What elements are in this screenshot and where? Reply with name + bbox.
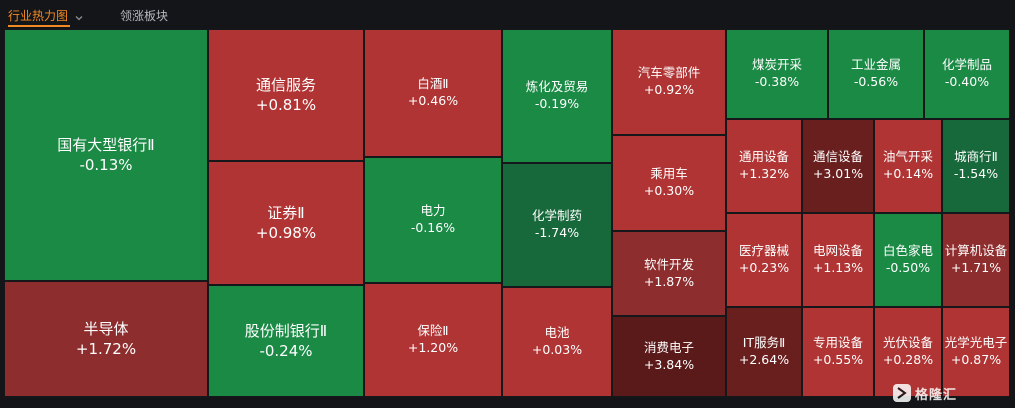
tile-name-label: 通信服务: [255, 75, 316, 94]
watermark: 格隆汇: [893, 382, 1003, 404]
tile-change-label: +0.30%: [643, 183, 695, 198]
tile-name-label: 专用设备: [812, 335, 863, 351]
tile-change-label: +1.20%: [407, 340, 459, 355]
tile-name-label: 乘用车: [650, 166, 688, 182]
tile-name-label: 化学制药: [531, 208, 582, 224]
tile-name-label: 软件开发: [643, 256, 694, 272]
top-bar: 行业热力图 领涨板块: [0, 0, 1015, 28]
chevron-down-icon[interactable]: [74, 8, 84, 21]
tile-change-label: +0.03%: [531, 342, 583, 357]
industry-treemap: 国有大型银行Ⅱ -0.13% 半导体 +1.72% 通信服务 +0.81% 证券Ⅱ +0.98…: [0, 29, 1015, 401]
treemap-tile[interactable]: 光伏设备 +0.28%: [874, 307, 942, 397]
tile-name-label: 油气开采: [882, 149, 933, 165]
tile-change-label: +1.72%: [75, 340, 137, 358]
tile-name-label: 光学光电子: [944, 335, 1008, 351]
treemap-tile[interactable]: 城商行Ⅱ -1.54%: [942, 119, 1010, 213]
tile-change-label: -0.24%: [259, 342, 313, 360]
tile-name-label: 国有大型银行Ⅱ: [57, 135, 155, 154]
tile-change-label: -0.40%: [944, 74, 990, 89]
tile-name-label: 化学制品: [941, 57, 992, 73]
tile-name-label: 煤炭开采: [751, 57, 802, 73]
treemap-tile[interactable]: 通信服务 +0.81%: [208, 29, 364, 161]
treemap-tile[interactable]: 保险Ⅱ +1.20%: [364, 283, 502, 397]
treemap-tile[interactable]: 煤炭开采 -0.38%: [726, 29, 828, 119]
treemap-tile[interactable]: 化学制品 -0.40%: [924, 29, 1010, 119]
tile-name-label: IT服务Ⅱ: [742, 335, 786, 351]
tile-change-label: +3.01%: [812, 166, 864, 181]
tile-name-label: 城商行Ⅱ: [954, 149, 998, 165]
treemap-tile[interactable]: 乘用车 +0.30%: [612, 135, 726, 231]
tile-name-label: 白酒Ⅱ: [417, 76, 449, 92]
treemap-tile[interactable]: 电力 -0.16%: [364, 157, 502, 283]
tile-name-label: 保险Ⅱ: [417, 323, 449, 339]
treemap-tile[interactable]: 工业金属 -0.56%: [828, 29, 924, 119]
tile-name-label: 电网设备: [812, 243, 863, 259]
tile-change-label: +2.64%: [738, 352, 790, 367]
treemap-tile[interactable]: 计算机设备 +1.71%: [942, 213, 1010, 307]
tile-name-label: 炼化及贸易: [525, 79, 589, 95]
tile-change-label: +1.32%: [738, 166, 790, 181]
treemap-tile[interactable]: 通用设备 +1.32%: [726, 119, 802, 213]
treemap-tile[interactable]: 油气开采 +0.14%: [874, 119, 942, 213]
tile-name-label: 工业金属: [850, 57, 901, 73]
tile-change-label: -0.16%: [410, 220, 456, 235]
tile-change-label: -0.13%: [79, 156, 133, 174]
tile-name-label: 汽车零部件: [637, 65, 701, 81]
tile-name-label: 通信设备: [812, 149, 863, 165]
tile-name-label: 白色家电: [882, 243, 933, 259]
treemap-tile[interactable]: 半导体 +1.72%: [4, 281, 208, 397]
treemap-tile[interactable]: 医疗器械 +0.23%: [726, 213, 802, 307]
treemap-tile[interactable]: 国有大型银行Ⅱ -0.13%: [4, 29, 208, 281]
treemap-tile[interactable]: 电网设备 +1.13%: [802, 213, 874, 307]
treemap-tile[interactable]: 白酒Ⅱ +0.46%: [364, 29, 502, 157]
tile-change-label: +0.55%: [812, 352, 864, 367]
tile-change-label: -1.74%: [534, 225, 580, 240]
tile-name-label: 股份制银行Ⅱ: [244, 321, 328, 340]
watermark-text: 格隆汇: [915, 387, 958, 403]
treemap-tile[interactable]: 股份制银行Ⅱ -0.24%: [208, 285, 364, 397]
tile-name-label: 消费电子: [643, 339, 694, 355]
gelonghui-logo-icon: [893, 384, 911, 402]
treemap-tile[interactable]: 证券Ⅱ +0.98%: [208, 161, 364, 285]
tile-change-label: -1.54%: [953, 166, 999, 181]
treemap-tile[interactable]: 专用设备 +0.55%: [802, 307, 874, 397]
tile-change-label: -0.19%: [534, 96, 580, 111]
treemap-tile[interactable]: 炼化及贸易 -0.19%: [502, 29, 612, 163]
treemap-tile[interactable]: 白色家电 -0.50%: [874, 213, 942, 307]
tile-name-label: 通用设备: [738, 149, 789, 165]
tab-leading-sectors[interactable]: 领涨板块: [120, 9, 169, 23]
tile-change-label: +1.87%: [643, 273, 695, 289]
tile-change-label: -0.56%: [853, 74, 899, 89]
treemap-tile[interactable]: 消费电子 +3.84%: [612, 316, 726, 397]
tile-change-label: +0.81%: [255, 96, 317, 114]
tile-change-label: +0.14%: [882, 166, 934, 181]
tile-name-label: 电力: [420, 203, 446, 219]
tile-name-label: 证券Ⅱ: [267, 203, 305, 222]
tile-change-label: -0.50%: [885, 260, 931, 275]
treemap-tile[interactable]: 电池 +0.03%: [502, 287, 612, 397]
tile-name-label: 计算机设备: [944, 243, 1008, 259]
tile-change-label: -0.38%: [754, 74, 800, 89]
tile-change-label: +0.87%: [950, 352, 1002, 367]
tile-change-label: +1.71%: [950, 260, 1002, 275]
tile-name-label: 半导体: [83, 319, 129, 338]
tab-industry-heatmap[interactable]: 行业热力图: [8, 9, 69, 23]
treemap-tile[interactable]: 通信设备 +3.01%: [802, 119, 874, 213]
treemap-tile[interactable]: 软件开发 +1.87%: [612, 231, 726, 316]
tile-change-label: +0.98%: [255, 224, 317, 242]
tile-change-label: +0.46%: [407, 93, 459, 108]
treemap-tile[interactable]: 光学光电子 +0.87%: [942, 307, 1010, 397]
tile-change-label: +1.13%: [812, 260, 864, 275]
tile-change-label: +0.23%: [738, 260, 790, 275]
tile-change-label: +3.84%: [643, 356, 695, 372]
tile-name-label: 电池: [544, 325, 570, 341]
tile-change-label: +0.28%: [882, 352, 934, 367]
treemap-tile[interactable]: 化学制药 -1.74%: [502, 163, 612, 287]
tile-name-label: 光伏设备: [882, 335, 933, 351]
tile-change-label: +0.92%: [643, 82, 695, 97]
active-tab-indicator: [8, 25, 70, 27]
treemap-tile[interactable]: IT服务Ⅱ +2.64%: [726, 307, 802, 397]
treemap-tile[interactable]: 汽车零部件 +0.92%: [612, 29, 726, 135]
tile-name-label: 医疗器械: [738, 243, 789, 259]
